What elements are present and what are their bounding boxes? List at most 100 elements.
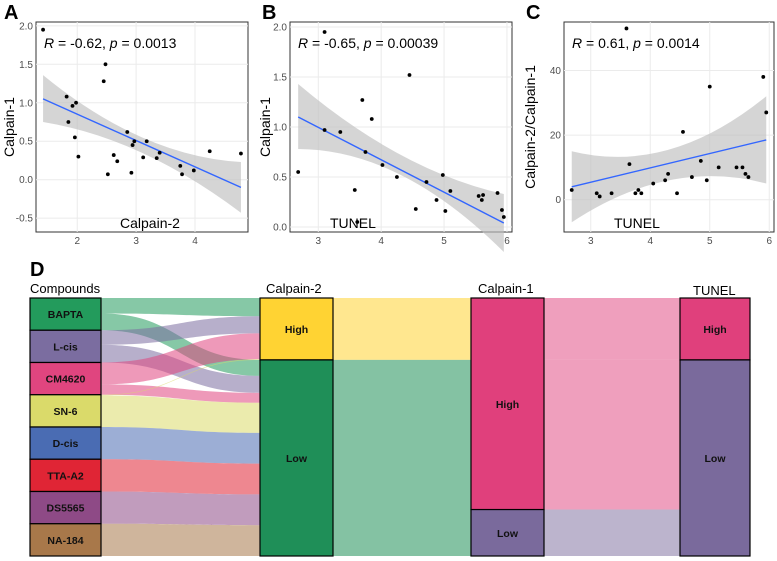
data-point xyxy=(380,163,385,167)
regression-line xyxy=(571,139,767,188)
data-point xyxy=(125,130,130,134)
column-title-calpain2: Calpain-2 xyxy=(266,281,322,296)
sankey-panel: BAPTA L-cis CM4620 SN-6 D-cis TTA-A2 DS5565 NA-… xyxy=(29,281,751,557)
stat-r-value: = 0.61, xyxy=(582,35,633,51)
stat-p-value: = 0.0014 xyxy=(641,35,700,51)
data-point xyxy=(157,150,162,155)
data-point xyxy=(440,173,445,177)
y-tick-label: 1.5 xyxy=(19,60,33,71)
x-tick-label: 5 xyxy=(441,236,447,247)
confidence-band xyxy=(571,96,767,223)
calpain1-node xyxy=(470,297,545,511)
data-point xyxy=(716,165,721,170)
x-tick-label: 6 xyxy=(766,236,772,247)
y-tick-label: 1.0 xyxy=(273,123,287,134)
data-point xyxy=(448,189,453,193)
regression-line xyxy=(42,98,242,189)
panel-letter-b: B xyxy=(262,2,276,24)
flow-compound-to-calpain2-low xyxy=(101,395,260,433)
y-tick-label: 0 xyxy=(555,195,561,206)
compound-node xyxy=(29,297,102,331)
tunel-node-label: Low xyxy=(705,453,727,465)
data-point xyxy=(479,198,484,202)
data-point xyxy=(633,191,638,196)
data-point xyxy=(495,191,500,195)
data-point xyxy=(424,180,429,184)
data-point xyxy=(698,159,703,163)
data-point xyxy=(594,191,599,196)
compound-node-label: D-cis xyxy=(53,438,79,450)
flow-compound-to-calpain2-low xyxy=(101,523,260,556)
data-point xyxy=(407,73,412,77)
y-tick-label: 20 xyxy=(550,131,562,142)
compound-node-label: BAPTA xyxy=(48,309,84,321)
stat-p-symbol: p xyxy=(109,35,118,51)
data-point xyxy=(761,75,766,79)
data-point xyxy=(239,151,243,156)
y-tick-label: 0.0 xyxy=(19,175,33,186)
data-point xyxy=(501,215,506,219)
data-point xyxy=(704,178,709,183)
y-tick-label: 2.0 xyxy=(273,23,287,34)
data-point xyxy=(743,171,748,176)
data-point xyxy=(569,188,574,192)
panel-letter-a: A xyxy=(4,2,18,24)
y-tick-label: 0.5 xyxy=(19,137,33,148)
data-point xyxy=(132,139,137,144)
plot-area xyxy=(35,21,249,233)
data-point xyxy=(66,120,71,124)
data-point xyxy=(129,170,134,175)
flow-compound-to-calpain2-low xyxy=(101,384,260,403)
data-point xyxy=(740,165,745,170)
column-title-calpain1: Calpain-1 xyxy=(478,281,534,296)
x-axis-title: TUNEL xyxy=(330,215,376,231)
regression-line xyxy=(297,116,505,224)
flow-calpain2-high-to-calpain1-high xyxy=(333,298,471,360)
scatter-panel-b: 3 4 5 6 0.0 0.5 1.0 1.5 2.0 R = -0.65, p = 0.0003… xyxy=(257,21,513,252)
correlation-stat: R = -0.65, p = 0.00039 xyxy=(298,35,438,51)
data-point xyxy=(180,172,184,177)
sankey-flows xyxy=(101,298,680,556)
y-tick-label: 1.0 xyxy=(19,98,33,109)
data-point xyxy=(103,62,108,67)
data-point xyxy=(707,84,712,89)
data-point xyxy=(666,171,671,176)
data-point xyxy=(64,94,69,99)
compound-node xyxy=(29,426,102,460)
flow-calpain1-high-to-tunel-high xyxy=(544,298,680,360)
compound-node xyxy=(29,329,102,364)
x-tick-label: 3 xyxy=(588,236,594,247)
stat-p-value: = 0.00039 xyxy=(372,35,439,51)
confidence-band xyxy=(298,84,504,252)
compound-node-label: DS5565 xyxy=(47,503,85,515)
data-point xyxy=(434,198,439,202)
flow-compound-to-calpain2-low xyxy=(101,491,260,526)
calpain2-node xyxy=(259,297,334,361)
y-tick-label: 40 xyxy=(550,66,562,77)
confidence-band xyxy=(43,75,241,213)
y-axis-title: Calpain-1 xyxy=(1,97,17,157)
tunel-node xyxy=(679,359,751,557)
compound-node xyxy=(29,490,102,525)
compound-node-label: L-cis xyxy=(53,341,78,353)
flow-compound-to-calpain2-high xyxy=(101,333,260,385)
data-point xyxy=(500,208,504,212)
data-point xyxy=(636,188,641,192)
x-tick-label: 2 xyxy=(74,236,80,247)
stat-r-symbol: R xyxy=(298,35,308,51)
data-point xyxy=(296,170,301,174)
stat-p-value: = 0.0013 xyxy=(118,35,177,51)
tunel-node-label: High xyxy=(703,324,726,336)
data-point xyxy=(191,168,196,173)
x-tick-label: 6 xyxy=(504,236,510,247)
data-point xyxy=(663,178,668,183)
flow-calpain2-low-to-calpain1-low xyxy=(333,509,471,556)
calpain2-node xyxy=(259,359,334,557)
data-point xyxy=(72,135,77,140)
data-point xyxy=(681,129,685,134)
calpain1-node-label: High xyxy=(496,399,519,411)
data-point xyxy=(395,175,399,179)
data-point xyxy=(207,149,212,154)
x-tick-label: 3 xyxy=(316,236,322,247)
